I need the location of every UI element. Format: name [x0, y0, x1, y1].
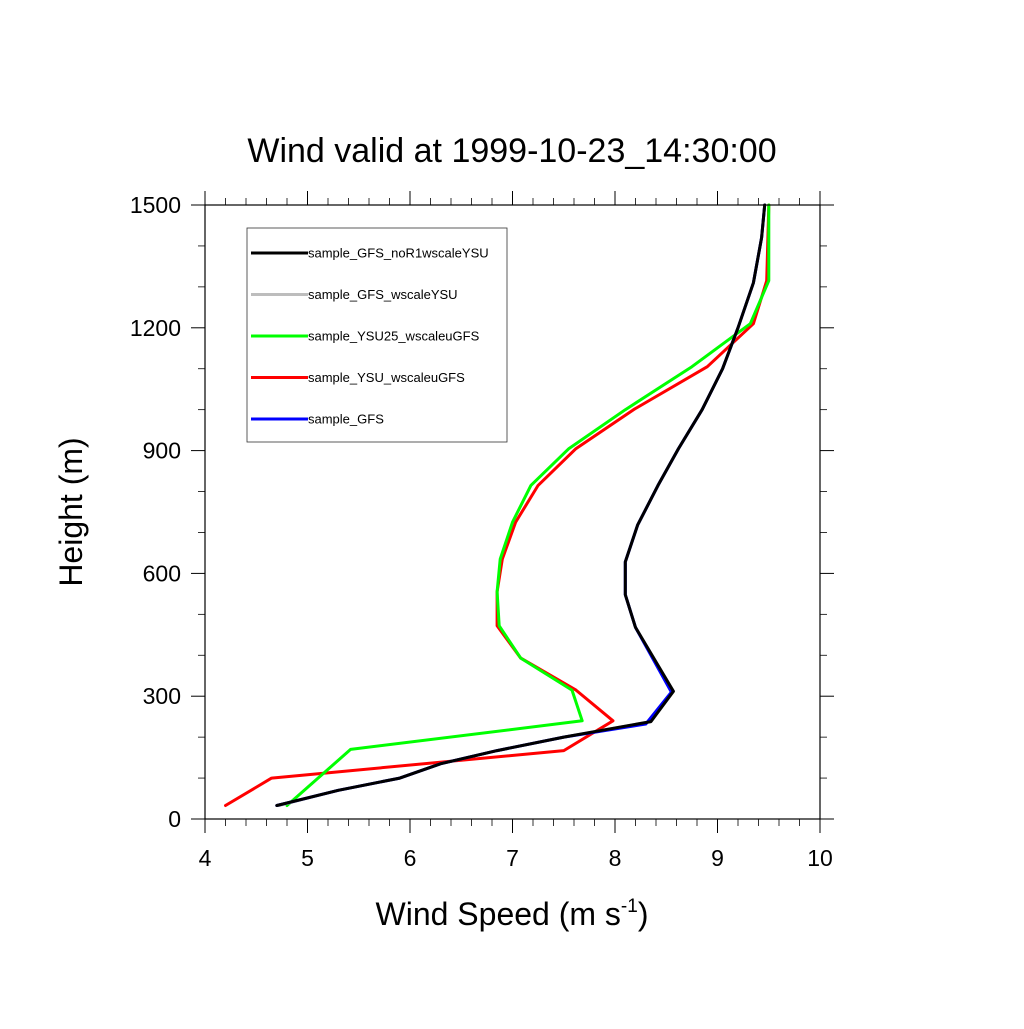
x-tick-label: 9: [711, 845, 724, 871]
x-tick-label: 7: [506, 845, 519, 871]
legend-label: sample_GFS_wscaleYSU: [308, 287, 458, 302]
legend-label: sample_GFS: [308, 412, 384, 427]
x-tick-label: 4: [199, 845, 212, 871]
y-tick-label: 0: [168, 806, 181, 832]
chart-title: Wind valid at 1999-10-23_14:30:00: [247, 132, 776, 170]
legend-label: sample_GFS_noR1wscaleYSU: [308, 246, 489, 261]
y-tick-label: 600: [143, 560, 181, 586]
series-line-sample_GFS_noR1wscaleYSU: [275, 203, 767, 807]
y-tick-label: 900: [143, 438, 181, 464]
x-axis-title: Wind Speed (m s-1): [376, 896, 649, 932]
x-tick-label: 8: [609, 845, 622, 871]
y-tick-label: 300: [143, 683, 181, 709]
y-tick-label: 1200: [130, 315, 181, 341]
series-layer: [224, 203, 771, 807]
x-tick-label: 6: [404, 845, 417, 871]
series-line-sample_YSU25_wscaleuGFS: [285, 203, 771, 807]
x-tick-label: 10: [807, 845, 833, 871]
legend-items: sample_GFS_noR1wscaleYSU sample_GFS_wscal…: [251, 246, 489, 427]
x-axis-title-main: Wind Speed (m s: [376, 896, 621, 932]
x-axis-title-suffix: ): [638, 896, 649, 932]
legend: sample_GFS_noR1wscaleYSU sample_GFS_wscal…: [246, 227, 508, 443]
y-tick-label: 1500: [130, 192, 181, 218]
x-tick-label: 5: [301, 845, 314, 871]
legend-label: sample_YSU_wscaleuGFS: [308, 370, 465, 385]
tick-layer: 4 5 6 7 8 9 10 0 300 600 900 1200 1500: [130, 191, 834, 871]
legend-label: sample_YSU25_wscaleuGFS: [308, 329, 480, 344]
y-axis-title: Height (m): [53, 437, 89, 586]
x-axis-title-exponent: -1: [621, 896, 638, 917]
